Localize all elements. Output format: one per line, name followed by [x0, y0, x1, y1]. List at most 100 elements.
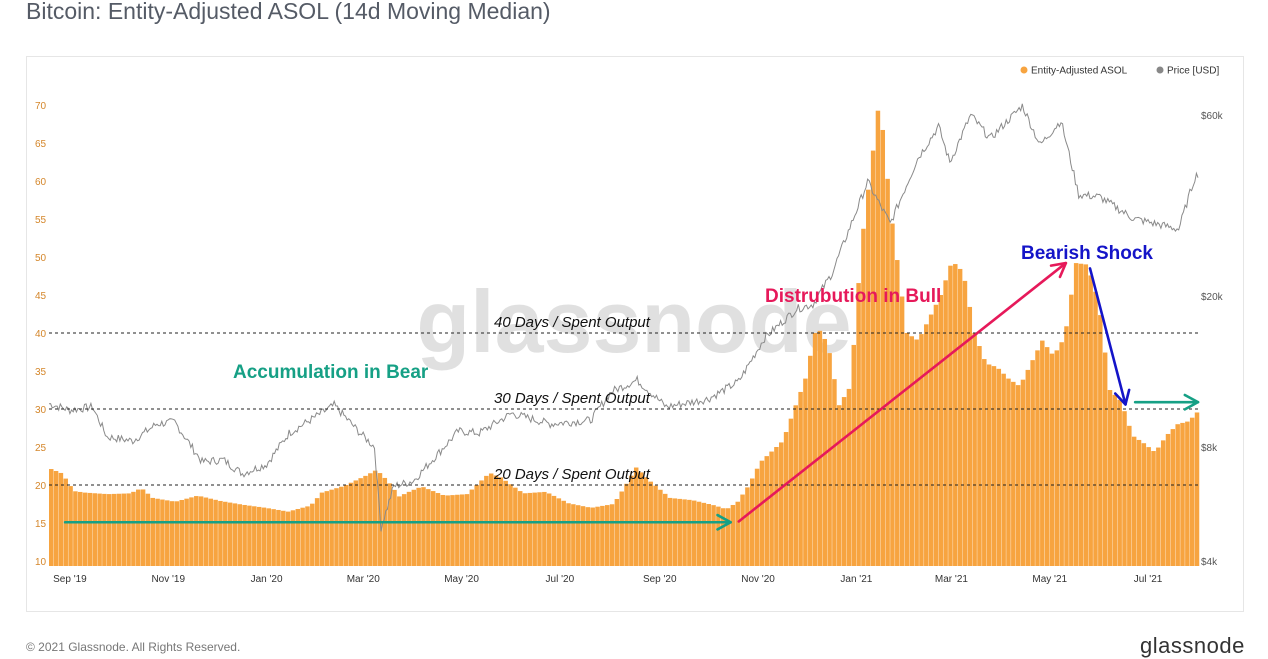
asol-bar — [261, 507, 267, 566]
asol-bar — [682, 499, 687, 566]
x-tick: Jan '21 — [840, 574, 872, 585]
asol-bar — [68, 486, 73, 566]
asol-bar — [667, 497, 673, 566]
asol-bar — [904, 333, 910, 566]
asol-bar — [783, 432, 789, 566]
asol-bar — [49, 469, 54, 566]
asol-bar — [633, 467, 639, 566]
asol-bar — [914, 339, 919, 566]
asol-bar — [609, 504, 615, 566]
asol-bar — [493, 475, 499, 566]
annotation-label: Accumulation in Bear — [233, 362, 429, 383]
asol-bar — [1180, 422, 1185, 566]
asol-bar — [1049, 353, 1055, 566]
asol-bar — [972, 333, 977, 566]
asol-bar — [488, 473, 494, 566]
asol-bar — [658, 489, 663, 566]
asol-bar — [774, 447, 779, 566]
asol-bar — [740, 494, 745, 566]
asol-bar — [421, 487, 426, 566]
asol-bar — [1156, 447, 1161, 566]
asol-bar — [281, 510, 286, 566]
asol-bar — [1175, 424, 1180, 566]
y-left-tick: 15 — [35, 519, 47, 530]
asol-bar — [174, 501, 180, 566]
asol-bar — [938, 295, 944, 566]
asol-bar — [1122, 411, 1127, 566]
asol-bar — [846, 388, 852, 566]
distribution-arrow-shaft — [737, 261, 1068, 523]
asol-bar — [1011, 381, 1016, 566]
asol-bar — [179, 499, 185, 566]
asol-bar — [401, 494, 407, 566]
brand-logo-text: glassnode — [1140, 633, 1245, 658]
asol-bar — [107, 494, 112, 566]
asol-bar — [1083, 264, 1089, 566]
asol-bar — [1040, 340, 1045, 566]
y-left-tick: 50 — [35, 253, 47, 264]
asol-bar — [1102, 352, 1108, 566]
asol-bar — [392, 489, 397, 566]
asol-bar — [711, 505, 716, 566]
asol-bar — [735, 501, 740, 566]
asol-bar — [812, 333, 818, 566]
asol-bar — [1170, 429, 1176, 566]
asol-bar — [53, 470, 59, 566]
asol-bar — [184, 498, 189, 566]
asol-bar — [203, 497, 209, 566]
asol-bar — [387, 483, 392, 566]
asol-bar — [440, 494, 446, 566]
asol-bar — [701, 502, 707, 566]
x-tick: Sep '20 — [643, 574, 677, 585]
asol-bar — [314, 498, 320, 566]
asol-bar — [372, 470, 378, 566]
asol-bar — [885, 178, 890, 566]
asol-bar — [928, 314, 934, 566]
annotation-label: Bearish Shock — [1021, 243, 1153, 264]
y-left-tick: 45 — [35, 291, 47, 302]
distribution-arrow-head — [1049, 261, 1068, 279]
asol-bar — [672, 498, 678, 566]
asol-bar — [169, 501, 175, 566]
y-left-tick: 40 — [35, 329, 47, 340]
legend-marker — [1020, 66, 1028, 74]
asol-bar — [334, 488, 339, 566]
asol-bar — [285, 511, 291, 566]
asol-bar — [368, 473, 373, 566]
asol-bar — [1112, 394, 1118, 566]
asol-bar — [58, 472, 64, 566]
bearish-shock-arrow — [1088, 267, 1131, 406]
asol-bar — [1160, 440, 1166, 566]
axes: 10 15 20 25 30 35 40 45 50 55 60 65 70 $4k $8k $20k $60k… — [35, 101, 1224, 585]
asol-bar — [155, 498, 160, 566]
y-left-tick: 25 — [35, 443, 47, 454]
asol-bar — [426, 489, 431, 566]
asol-bar — [242, 504, 247, 566]
y-right-tick: $60k — [1201, 111, 1224, 122]
annotations: Accumulation in Bear Distrubution in Bull… — [233, 243, 1153, 383]
reference-lines: 40 Days / Spent Output 30 Days / Spent Ou… — [49, 314, 1198, 486]
asol-bar — [895, 260, 900, 566]
asol-bar — [1136, 439, 1142, 566]
asol-bar — [256, 506, 262, 566]
asol-bar — [571, 504, 576, 566]
asol-bar — [116, 493, 122, 566]
asol-bar — [764, 456, 769, 566]
x-tick: Jan '20 — [251, 574, 283, 585]
asol-bar — [542, 491, 547, 566]
asol-bar — [648, 481, 653, 566]
asol-bar — [430, 491, 436, 566]
bearish-shock-arrow-shaft — [1088, 267, 1127, 406]
asol-bar — [237, 504, 243, 566]
asol-bar — [464, 494, 470, 566]
asol-bar — [1117, 399, 1122, 566]
asol-bar — [343, 485, 349, 566]
asol-bar — [1107, 390, 1113, 566]
asol-bar — [324, 491, 330, 566]
watermark: glassnode — [416, 272, 851, 371]
x-tick: Mar '20 — [347, 574, 380, 585]
asol-bar — [1088, 275, 1093, 566]
asol-bar — [624, 483, 629, 566]
x-tick: Jul '20 — [546, 574, 575, 585]
y-left-tick: 55 — [35, 215, 47, 226]
